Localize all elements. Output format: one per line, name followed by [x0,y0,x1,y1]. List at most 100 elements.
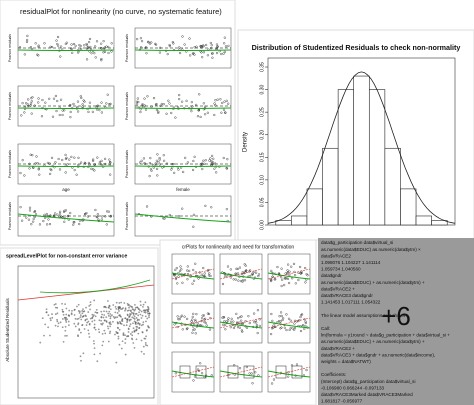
point [81,310,84,312]
point [154,42,157,45]
point [134,322,137,325]
point [81,103,84,106]
point [137,332,140,335]
point [211,56,214,59]
point [127,335,130,338]
point [79,314,82,317]
point [112,320,114,323]
point [304,321,307,325]
point [105,310,108,313]
point [50,156,54,159]
point [87,311,90,313]
point [79,161,83,164]
point [210,154,214,158]
histogram-ylabel: Density [243,132,249,152]
point [280,314,283,318]
point [114,306,117,308]
point [33,104,36,107]
point [25,40,29,44]
point [95,215,98,219]
output-line: data$VRACE2 [321,253,351,258]
point [182,170,185,174]
mini-plot [267,302,311,344]
point [136,306,139,309]
point [185,327,188,331]
x-label: female [176,187,190,192]
point [293,328,296,331]
point [215,171,218,174]
point [74,44,77,47]
point [270,327,274,330]
point [50,45,54,49]
point [270,312,273,316]
point [210,160,213,163]
point [304,281,307,284]
point [68,309,71,312]
point [123,302,126,304]
point [201,314,204,317]
point [227,102,230,105]
point [245,269,248,272]
point [241,330,244,333]
point [222,156,225,160]
point [174,372,177,375]
point [196,322,199,325]
point [176,315,179,318]
point [143,97,146,100]
point [192,379,195,382]
point [163,159,166,162]
point [23,111,26,114]
point [140,159,143,162]
point [64,157,68,161]
point [204,321,207,324]
point [115,361,118,364]
point [79,331,82,334]
point [226,319,230,322]
point [223,275,227,278]
point [186,161,189,164]
point [98,331,101,334]
point [197,369,201,372]
point [19,206,22,209]
output-line: 1.681817 -0.056977 [321,399,363,404]
point [57,157,60,161]
point [241,280,244,283]
point [304,266,307,270]
point [146,95,149,98]
point [72,102,75,106]
point [112,304,115,306]
point [120,308,122,311]
point [229,326,232,329]
point [157,111,160,114]
point [143,337,146,340]
more-count[interactable]: +6 [381,301,411,331]
point [120,301,123,304]
point [129,313,132,316]
point [158,51,162,54]
point [202,45,205,48]
output-panel[interactable] [318,238,474,405]
point [88,322,91,325]
point [126,319,129,322]
point [283,326,286,329]
point [195,313,198,316]
point [49,172,52,176]
point [179,265,182,268]
point [58,168,62,171]
point [143,311,146,314]
point [133,320,136,323]
point [107,340,110,343]
point [59,98,63,101]
point [121,320,124,322]
point [232,326,236,330]
point [285,313,288,316]
point [229,276,232,279]
point [165,162,169,165]
point [91,313,94,316]
point [64,319,67,322]
point [146,344,149,347]
point [65,313,68,316]
mini-plot [267,351,311,393]
point [142,345,145,348]
point [128,315,131,318]
